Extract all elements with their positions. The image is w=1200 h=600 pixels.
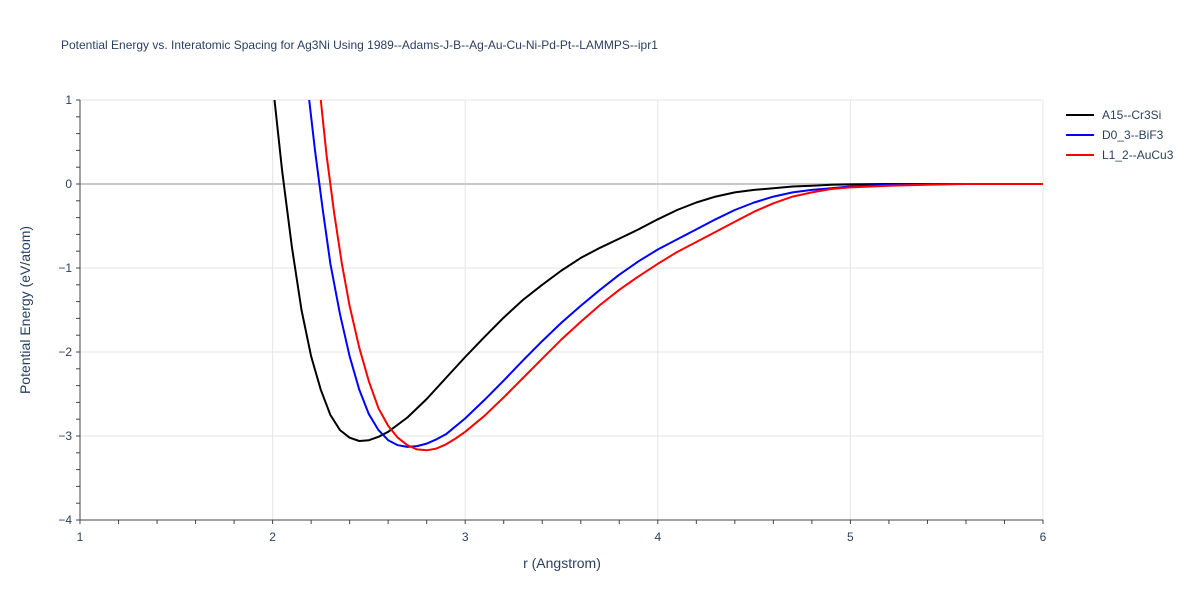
series-line-0[interactable] — [273, 100, 1044, 442]
legend-item-a15[interactable]: A15--Cr3Si — [1066, 105, 1173, 125]
chart-title: Potential Energy vs. Interatomic Spacing… — [61, 38, 658, 52]
x-tick-label: 1 — [77, 530, 84, 544]
y-tick-label: −4 — [58, 513, 72, 527]
legend-label-l12: L1_2--AuCu3 — [1102, 148, 1174, 162]
legend-swatch-a15 — [1066, 114, 1094, 116]
legend-label-d03: D0_3--BiF3 — [1102, 128, 1164, 142]
y-tick-label: −3 — [58, 429, 72, 443]
legend: A15--Cr3Si D0_3--BiF3 L1_2--AuCu3 — [1066, 105, 1173, 165]
series-line-2[interactable] — [319, 100, 1043, 452]
axis-layer: 1 2 3 4 5 6 −4 −3 −2 −1 0 1 — [58, 93, 1046, 544]
y-axis-label: Potential Energy (eV/atom) — [17, 226, 33, 394]
series-line-1[interactable] — [308, 100, 1043, 448]
x-tick-label: 2 — [269, 530, 276, 544]
x-tick-label: 3 — [462, 530, 469, 544]
x-tick-label: 4 — [654, 530, 661, 544]
legend-swatch-d03 — [1066, 134, 1094, 136]
x-tick-label: 6 — [1040, 530, 1047, 544]
y-tick-label: 1 — [65, 93, 72, 107]
x-tick-label: 5 — [847, 530, 854, 544]
x-axis-label: r (Angstrom) — [523, 555, 601, 571]
y-tick-label: 0 — [65, 177, 72, 191]
grid-lines — [79, 99, 1044, 521]
y-tick-label: −2 — [58, 345, 72, 359]
y-tick-label: −1 — [58, 261, 72, 275]
legend-item-d03[interactable]: D0_3--BiF3 — [1066, 125, 1173, 145]
legend-swatch-l12 — [1066, 154, 1094, 156]
legend-item-l12[interactable]: L1_2--AuCu3 — [1066, 145, 1173, 165]
series-layer — [273, 100, 1044, 452]
legend-label-a15: A15--Cr3Si — [1102, 108, 1162, 122]
